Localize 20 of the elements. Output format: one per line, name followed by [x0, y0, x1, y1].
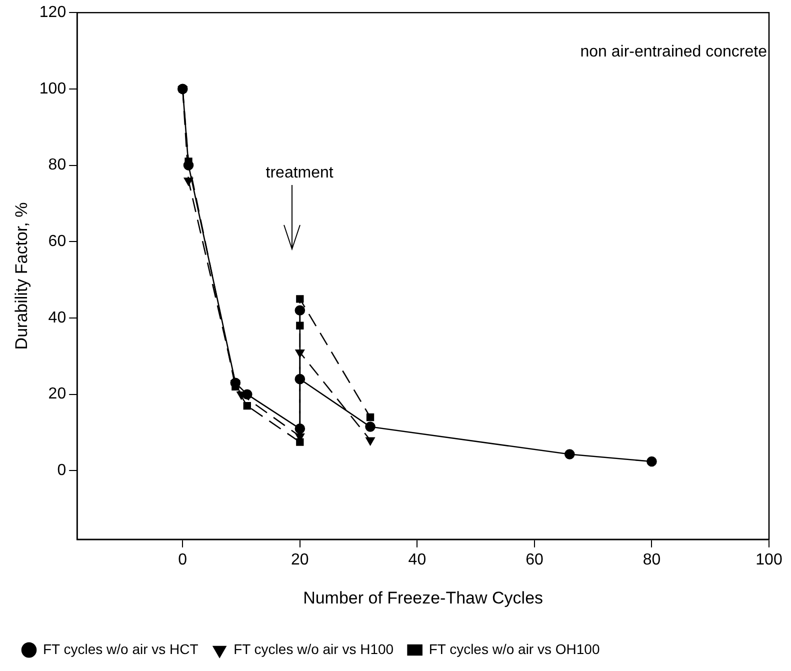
y-tick-label: 40 — [48, 309, 66, 326]
legend-label: FT cycles w/o air vs H100 — [234, 640, 394, 657]
y-tick-label: 0 — [57, 462, 66, 480]
x-tick-label: 40 — [408, 551, 426, 568]
x-tick-label: 100 — [756, 551, 782, 568]
y-tick-label: 100 — [39, 80, 66, 98]
y-tick-label: 120 — [39, 4, 66, 22]
x-tick-label: 60 — [526, 551, 544, 568]
x-axis-title: Number of Freeze-Thaw Cycles — [303, 588, 544, 608]
y-tick-label: 20 — [48, 386, 66, 403]
annotation: non air-entrained concrete — [580, 44, 768, 61]
legend-label: FT cycles w/o air vs HCT — [43, 640, 199, 657]
y-axis-title: Durability Factor, % — [12, 202, 31, 350]
annotation: treatment — [266, 164, 334, 182]
y-tick-label: 60 — [48, 233, 66, 250]
x-tick-label: 0 — [178, 551, 188, 568]
x-tick-label: 80 — [642, 551, 661, 568]
x-tick-label: 20 — [291, 551, 309, 568]
y-tick-label: 80 — [48, 156, 66, 174]
legend-label: FT cycles w/o air vs OH100 — [428, 640, 600, 657]
